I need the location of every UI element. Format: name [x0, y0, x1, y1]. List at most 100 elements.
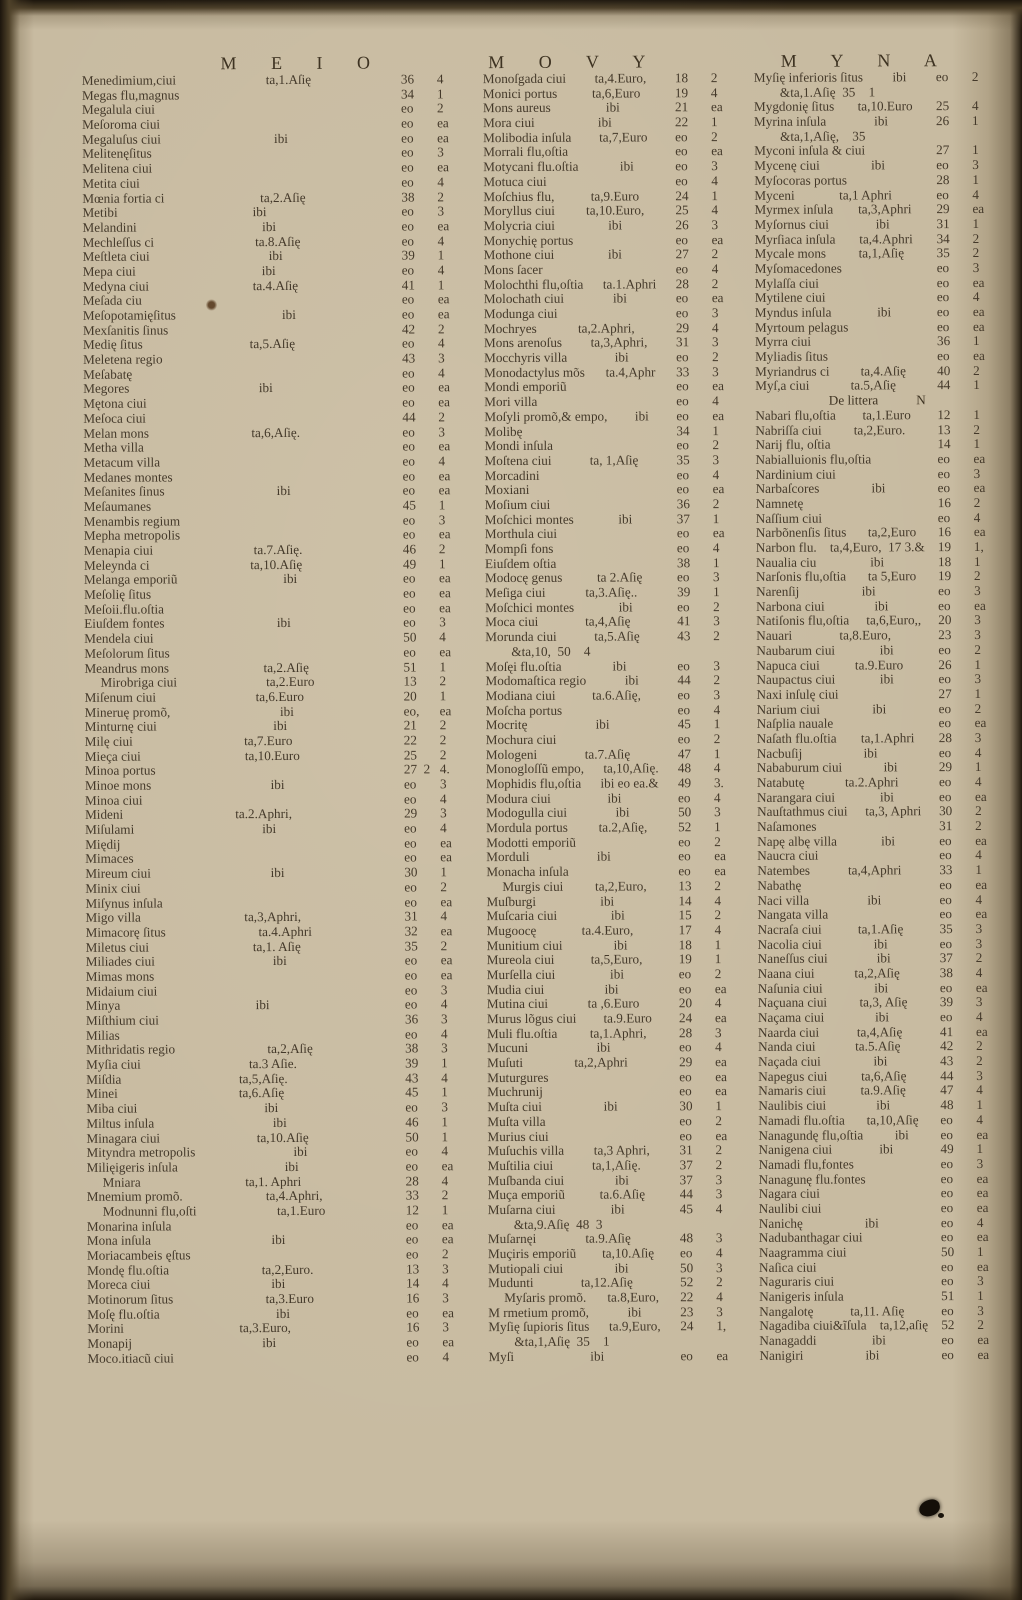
entry-name: Mideni — [85, 807, 124, 823]
entry-name: Moſchici montes — [485, 599, 575, 615]
entry-column-number: 2 — [713, 628, 720, 644]
entry-table-ref — [134, 862, 405, 863]
index-row: Moſium ciui 36 2 — [485, 496, 735, 513]
entry-table-ref — [553, 449, 676, 450]
entry-column-number: 2 — [715, 1156, 723, 1172]
entry-name: Meſoca ciui — [83, 410, 146, 426]
index-row: Morcadini eo 4 — [485, 467, 735, 484]
entry-column-number: ea — [439, 585, 451, 601]
entry-column-number: ea — [977, 1332, 990, 1348]
entry-column-number: 2 — [713, 598, 720, 614]
entry-page-number: 27 — [936, 142, 950, 158]
entry-column-number: 4 — [439, 790, 447, 806]
entry-table-ref: ibi — [262, 1335, 277, 1351]
entry-column-number: 4 — [714, 892, 722, 908]
entry-column-number: ea — [974, 597, 986, 613]
entry-table-ref: ibi — [272, 953, 287, 969]
entry-column-number: 2 — [439, 732, 447, 748]
entry-name: Milięigeris inſula — [86, 1159, 178, 1175]
index-row: Narſonis flu,oſtia ta 5,Euro 19 2 — [756, 568, 1000, 585]
entry-column-number: ea — [973, 524, 986, 540]
index-row: Nabari flu,oſtia ta,1.Euro 12 1 — [755, 407, 999, 424]
entry-column-number: 4 — [975, 1008, 983, 1024]
entry-name: Mimaces — [85, 851, 134, 867]
entry-name: Milias — [85, 1027, 120, 1043]
index-column-3: M Y N A Myſię inferioris ſitus ibi eo 2 &ta,… — [754, 50, 1004, 1364]
entry-table-ref: ibi — [270, 865, 285, 881]
entry-table-ref: ta,5.Aſię — [594, 628, 640, 644]
index-row: Myſi ibi eo ea — [488, 1348, 738, 1365]
entry-name: Murſella ciui — [486, 966, 556, 983]
entry-page-number: eo — [940, 1229, 954, 1245]
index-row: Moxiani eo ea — [485, 481, 735, 498]
entry-column-number: 1 — [714, 819, 721, 835]
index-row: Myndus inſula ibi eo ea — [755, 303, 999, 321]
index-row: Moſcha portus eo 4 — [486, 702, 736, 719]
entry-page-number: 24 — [678, 1010, 693, 1026]
index-row: Muſta villa eo 2 — [487, 1113, 737, 1130]
entry-table-ref: ta,12,aſię — [879, 1317, 929, 1333]
entry-column-number: 4 — [437, 335, 445, 351]
entry-column-number: 4 — [975, 964, 983, 980]
entry-name: Moſyli promõ,& empo, — [484, 408, 608, 424]
entry-page-number: 35 — [676, 452, 690, 468]
entry-page-number: eo — [941, 1346, 954, 1362]
entry-page-number: eo — [675, 305, 689, 321]
entry-name: Modotti emporiũ — [486, 834, 576, 850]
entry-column-number: ea — [972, 303, 985, 319]
entry-name: Mœnia fortia ci — [82, 190, 165, 206]
entry-name: Myſi — [488, 1348, 515, 1364]
entry-column-number: 2 — [710, 70, 718, 86]
index-row: Narbon flu. ta,4,Euro, 17 3.& 19 1, — [756, 539, 1000, 556]
entry-name: Midaium ciui — [85, 983, 158, 999]
entry-column-number: ea — [710, 99, 723, 115]
entry-page-number: 32 — [404, 923, 418, 939]
entry-column-number: 1 — [712, 510, 720, 526]
entry-page-number: 45 — [402, 497, 416, 513]
entry-page-number: eo — [402, 482, 416, 498]
entry-column-number: 2 — [441, 1187, 449, 1203]
entry-name: Meſolię ſitus — [84, 586, 152, 602]
entry-name: Mimacorę ſitus — [85, 924, 166, 940]
entry-table-ref: ibi — [877, 304, 892, 320]
entry-column-number: 3 — [713, 657, 721, 673]
index-row: Naagramma ciui 50 1 — [759, 1244, 1003, 1261]
continuation-text: &ta,1,Aſię 35 1 — [514, 1333, 610, 1350]
entry-name: Mugoocę — [486, 922, 537, 938]
entry-table-ref: ibi — [270, 776, 285, 793]
entry-column-number: ea — [437, 159, 449, 175]
entry-column-number: ea — [437, 115, 449, 131]
entry-name: Myrra ciui — [754, 334, 812, 350]
column-header: M O V Y — [488, 51, 648, 73]
entry-column-number: 4 — [711, 319, 719, 335]
index-row: Mugoocę ta.4.Euro, 17 4 — [486, 922, 737, 939]
entry-table-ref: ta,3.Euro — [265, 1290, 314, 1307]
entry-table-ref: ibi — [255, 997, 270, 1013]
entry-page-number: 27 2 — [403, 761, 431, 777]
entry-page-number: eo — [404, 820, 417, 836]
index-row: Modura ciui ibi eo 4 — [486, 790, 736, 807]
entry-name: Naſplia nauale — [756, 715, 834, 732]
entry-table-ref: ta,10.Aſię — [602, 1245, 655, 1261]
entry-name: Moca ciui — [485, 614, 539, 630]
entry-page-number: 35 — [939, 920, 953, 937]
entry-page-number: 25 — [675, 202, 689, 218]
entry-table-ref: ibi — [284, 1158, 299, 1174]
index-row: Narbaſcores ibi eo ea — [756, 480, 1000, 497]
entry-table-ref: ibi — [867, 891, 882, 907]
entry-name: Nadubanthagar ciui — [758, 1229, 863, 1246]
index-row: Monodactylus mõs ta.4,Aphr 33 3 — [484, 364, 734, 381]
entry-column-number: 3 — [977, 1302, 984, 1318]
entry-column-number: 1 — [715, 1098, 722, 1114]
entry-table-ref: ta.9.Euro — [854, 656, 904, 672]
index-row: Naulibi ciui eo ea — [759, 1200, 1003, 1217]
entry-page-number: eo — [402, 512, 416, 528]
entry-table-ref: ibi — [596, 849, 611, 865]
entry-name: Modiana ciui — [485, 687, 556, 703]
entry-page-number: 45 — [679, 1201, 694, 1217]
entry-name: Megas flu,magnus — [81, 87, 180, 103]
entry-column-number: 2 — [437, 188, 444, 204]
entry-column-number: 2 — [716, 1274, 723, 1290]
entry-column-number: 4 — [441, 1172, 449, 1188]
